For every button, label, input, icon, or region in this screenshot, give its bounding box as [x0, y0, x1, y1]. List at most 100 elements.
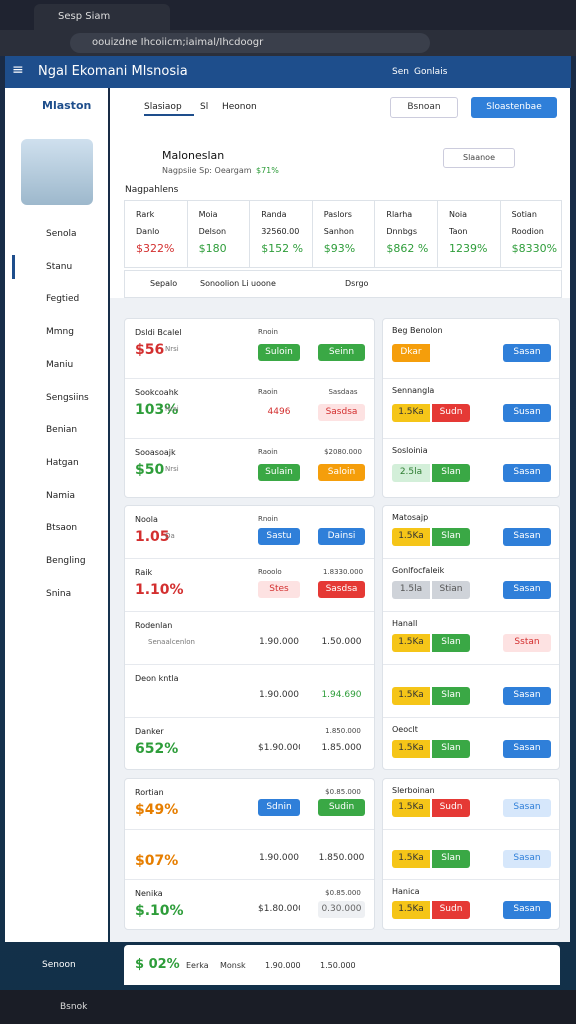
card: [124, 505, 375, 770]
row-divider: [383, 558, 559, 559]
sidebar-item[interactable]: Hatgan: [46, 457, 79, 468]
stats-table: [124, 200, 562, 268]
row-value: 1.05: [135, 529, 170, 545]
cell[interactable]: Sulain: [258, 464, 300, 481]
row-title: Rortian: [135, 788, 164, 797]
row-value: $49%: [135, 802, 179, 818]
row-divider: [125, 717, 374, 718]
stat-label: Paslors: [323, 210, 352, 219]
tabs-button[interactable]: Bsnoan: [390, 97, 458, 118]
cell[interactable]: Sasdsa: [318, 404, 365, 421]
stat-value: $8330%: [511, 242, 558, 255]
row-note: Sasdaas: [328, 388, 358, 396]
row-button[interactable]: Sasan: [503, 344, 551, 362]
stats-divider: [437, 200, 438, 268]
profile-button[interactable]: Slaanoe: [443, 148, 515, 168]
cell[interactable]: Suloin: [258, 344, 300, 361]
row-divider: [125, 558, 374, 559]
tab-item[interactable]: Slasiaop: [144, 98, 194, 116]
sidebar-item[interactable]: Maniu: [46, 359, 74, 370]
cell[interactable]: Stes: [258, 580, 300, 598]
row-value: $56: [135, 342, 165, 358]
tab-item[interactable]: Heonon: [222, 102, 257, 112]
stat-label: Sanhon: [323, 227, 354, 236]
bottom-note: Eerka: [186, 961, 209, 970]
row-value: $07%: [135, 852, 179, 869]
row-button[interactable]: Sasan: [503, 850, 551, 868]
tabs-button[interactable]: Sloastenbae: [471, 97, 557, 118]
stat-label: Roodion: [511, 227, 544, 236]
cell: 1.85.000: [321, 742, 362, 753]
sidebar-item[interactable]: Benian: [46, 425, 78, 436]
sidebar-item[interactable]: Stanu: [46, 261, 73, 272]
row-title: Hanica: [392, 887, 420, 897]
sidebar-item[interactable]: Sengsiins: [46, 392, 89, 403]
sidebar-item[interactable]: Btsaon: [46, 523, 78, 534]
tab-item[interactable]: Sl: [200, 102, 209, 112]
row-button[interactable]: Sstan: [503, 633, 551, 652]
row-title: Danker: [135, 727, 164, 736]
chip: 1.5Ka: [392, 686, 430, 705]
row-sub: Nrsi: [165, 345, 179, 353]
row-button[interactable]: Susan: [503, 404, 551, 422]
row-button[interactable]: Sasan: [503, 900, 551, 919]
sidebar-item[interactable]: Snina: [46, 588, 72, 599]
row-value: 652%: [135, 741, 179, 757]
row-divider: [383, 438, 559, 439]
action-item[interactable]: Sonoolion Li uoone: [200, 279, 276, 288]
cell[interactable]: Dainsi: [318, 527, 365, 545]
row-button[interactable]: Sasan: [503, 464, 551, 482]
row-title: Gonlfocfaleik: [392, 566, 445, 575]
sidebar-item[interactable]: Fegtied: [46, 294, 80, 305]
stat-label: Danlo: [136, 227, 160, 236]
bottom-value: $ 02%: [135, 957, 180, 972]
action-item[interactable]: Sepalo: [150, 279, 178, 288]
sidebar-item[interactable]: Namia: [46, 490, 76, 501]
cell[interactable]: Sudin: [318, 799, 365, 817]
row-note: Rnoin: [258, 515, 278, 523]
row-title: Sosloinia: [392, 446, 428, 455]
row-title: Dsldi Bcalel: [135, 328, 182, 337]
cell[interactable]: Seinn: [318, 344, 365, 361]
cell: 1.50.000: [321, 636, 362, 647]
active-indicator: [12, 254, 15, 279]
sidebar-footer[interactable]: Senoon: [42, 960, 76, 970]
url[interactable]: oouizdne Ihcoiicm;iaimal/Ihcdoogr: [70, 33, 430, 53]
tab[interactable]: Sesp Siam: [34, 4, 170, 30]
cell: $1.90.000: [258, 742, 300, 753]
header-action[interactable]: Sen: [392, 67, 409, 77]
chip: 1.5Ka: [392, 850, 430, 868]
row-note: Rooolo: [258, 568, 282, 576]
row-note: Rnoin: [258, 328, 278, 336]
row-button[interactable]: Sasan: [503, 580, 551, 599]
sidebar: [5, 88, 108, 942]
cell: 1.90.000: [258, 853, 300, 863]
sidebar-item[interactable]: Senola: [46, 229, 77, 239]
row-divider: [383, 717, 559, 718]
row-note: $2080.000: [324, 448, 362, 456]
stat-value: $322%: [136, 242, 175, 255]
section-label: Nagpahlens: [125, 185, 179, 195]
stat-value: $180: [198, 242, 227, 255]
sidebar-item[interactable]: Mmng: [46, 327, 74, 338]
header-action[interactable]: Gonlais: [414, 67, 448, 77]
cell[interactable]: Saloin: [318, 464, 365, 481]
cell: 4496: [267, 407, 291, 417]
row-divider: [383, 664, 559, 665]
row-sub: Oa: [165, 532, 175, 540]
taskbar-label[interactable]: Bsnok: [60, 1002, 88, 1012]
cell[interactable]: Sdnin: [258, 799, 300, 817]
row-button[interactable]: Sasan: [503, 527, 551, 546]
row-button[interactable]: Sasan: [503, 799, 551, 818]
sidebar-item[interactable]: Bengling: [46, 556, 86, 566]
bottom-row: [124, 945, 560, 985]
cell[interactable]: Sastu: [258, 527, 300, 545]
row-sub: Senaalcenlon: [148, 638, 195, 646]
cell[interactable]: Sasdsa: [318, 580, 365, 598]
action-item[interactable]: Dsrgo: [345, 279, 369, 288]
menu-icon: ≡: [12, 62, 24, 78]
stat-value: $152 %: [261, 242, 304, 255]
row-button[interactable]: Sasan: [503, 686, 551, 705]
row-button[interactable]: Sasan: [503, 739, 551, 758]
chip: 1.5Ka: [392, 404, 430, 422]
